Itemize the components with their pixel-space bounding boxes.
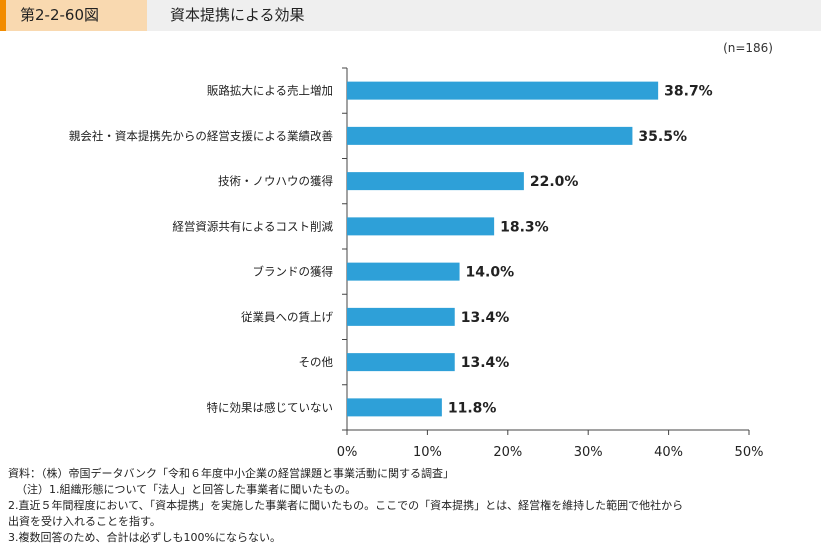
value-label: 11.8% [448,400,497,416]
category-label: 経営資源共有によるコスト削減 [172,219,333,233]
bar [347,353,455,372]
sample-size-label: (n=186) [723,41,773,55]
category-label: 従業員への賃上げ [241,310,333,324]
bar [347,126,633,145]
figure-title: 資本提携による効果 [170,6,305,24]
value-label: 38.7% [664,84,713,100]
x-tick-label: 40% [654,445,683,460]
category-label: 技術・ノウハウの獲得 [218,174,333,188]
note-source: 資料：（株）帝国データバンク「令和６年度中小企業の経営課題と事業活動に関する調査… [8,467,455,480]
category-label: その他 [299,355,334,369]
figure-number: 第2-2-60図 [6,0,147,31]
category-label: 販路拡大による売上増加 [207,84,333,98]
figure-header: 第2-2-60図 資本提携による効果 [0,0,821,31]
x-tick-label: 20% [493,445,522,460]
note-2-cont: 出資を受け入れることを指す。 [8,515,161,528]
x-tick-label: 50% [735,445,764,460]
x-tick-label: 0% [337,445,358,460]
category-label: 特に効果は感じていない [207,400,334,414]
x-tick-label: 10% [413,445,442,460]
value-label: 35.5% [638,129,687,145]
value-label: 18.3% [500,219,549,235]
note-3: 3.複数回答のため、合計は必ずしも100%にならない。 [8,531,281,544]
header-accent-bar [0,0,6,31]
bar [347,217,495,236]
x-tick-label: 30% [574,445,603,460]
note-1: （注）1.組織形態について「法人」と回答した事業者に聞いたもの。 [16,483,357,496]
chart-notes: 資料：（株）帝国データバンク「令和６年度中小企業の経営課題と事業活動に関する調査… [8,466,808,546]
value-label: 14.0% [466,265,515,281]
value-label: 13.4% [461,355,510,371]
bar [347,307,455,326]
note-2: 2.直近５年間程度において、「資本提携」を実施した事業者に聞いたもの。ここでの「… [8,499,684,512]
category-label: 親会社・資本提携先からの経営支援による業績改善 [69,129,333,143]
category-label: ブランドの獲得 [253,265,334,279]
bar [347,81,659,100]
value-label: 22.0% [530,174,579,190]
bar [347,262,460,281]
value-label: 13.4% [461,310,510,326]
bar-chart: 0% 10% 20% 30% 40% 50% 販路拡大による売上増加 38.7% 親会社・資本提… [69,67,764,460]
bar [347,172,524,191]
bar [347,398,442,417]
